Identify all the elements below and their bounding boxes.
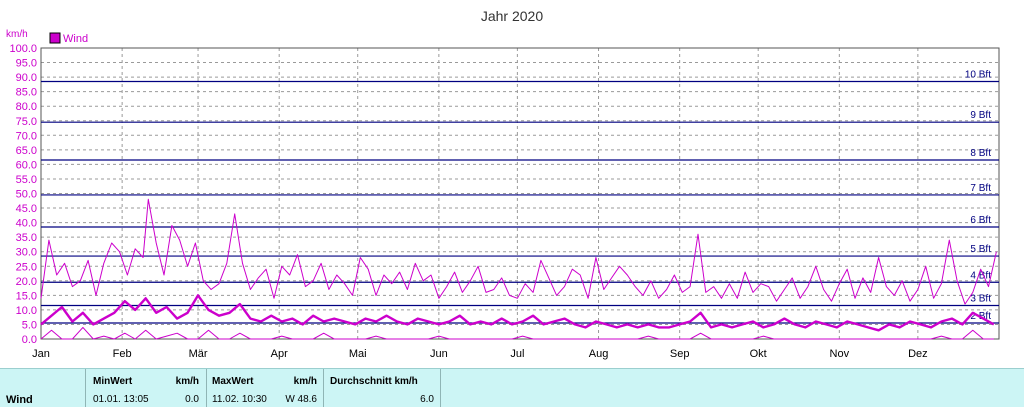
- wind-avg-line: [40, 294, 995, 332]
- x-tick-label: Jan: [32, 348, 50, 360]
- beaufort-label: 6 Bft: [970, 215, 991, 226]
- chart-title: Jahr 2020: [481, 8, 543, 24]
- x-tick-label: Feb: [113, 348, 132, 360]
- wind-min-line: [40, 326, 994, 340]
- x-tick-label: Aug: [589, 348, 609, 360]
- x-tick-label: Mär: [189, 348, 208, 360]
- y-tick-label: 70.0: [16, 130, 37, 142]
- min-datetime: 01.01. 13:05: [93, 394, 149, 405]
- max-header: MaxWert: [212, 376, 254, 387]
- y-tick-label: 90.0: [16, 72, 37, 84]
- y-tick-label: 40.0: [16, 218, 37, 230]
- stats-min-cell: MinWert km/h 01.01. 13:05 0.0: [86, 369, 207, 407]
- y-tick-label: 45.0: [16, 203, 37, 215]
- stats-max-cell: MaxWert km/h 11.02. 10:30 W 48.6: [207, 369, 324, 407]
- x-tick-label: Okt: [750, 348, 767, 360]
- x-tick-label: Mai: [349, 348, 367, 360]
- avg-value: 6.0: [420, 394, 434, 405]
- y-axis-unit: km/h: [6, 29, 28, 40]
- beaufort-label: 10 Bft: [965, 69, 991, 80]
- y-tick-label: 35.0: [16, 232, 37, 244]
- y-tick-label: 15.0: [16, 290, 37, 302]
- y-tick-label: 10.0: [16, 305, 37, 317]
- y-tick-label: 100.0: [9, 43, 37, 55]
- x-tick-label: Apr: [271, 348, 288, 360]
- max-unit: km/h: [293, 376, 317, 387]
- legend-label: Wind: [63, 33, 88, 45]
- y-tick-label: 50.0: [16, 189, 37, 201]
- min-header: MinWert: [93, 376, 133, 387]
- beaufort-label: 3 Bft: [970, 294, 991, 305]
- beaufort-label: 9 Bft: [970, 110, 991, 121]
- y-tick-label: 20.0: [16, 276, 37, 288]
- y-tick-label: 65.0: [16, 145, 37, 157]
- stats-row-label: Wind: [6, 394, 33, 406]
- min-value: 0.0: [185, 394, 199, 405]
- stats-panel: Wind MinWert km/h 01.01. 13:05 0.0 MaxWe…: [0, 368, 1024, 407]
- beaufort-label: 7 Bft: [970, 183, 991, 194]
- plot-frame: [40, 47, 1000, 340]
- x-tick-label: Jul: [510, 348, 524, 360]
- wind-chart: Jahr 2020 km/h Wind 0.0 5.0 10.0 15.0 20.0 25…: [6, 8, 1000, 360]
- y-tick-label: 80.0: [16, 101, 37, 113]
- wind-max-line: [40, 198, 997, 305]
- x-tick-label: Nov: [830, 348, 850, 360]
- beaufort-label: 8 Bft: [970, 148, 991, 159]
- y-tick-label: 5.0: [22, 319, 37, 331]
- y-tick-label: 95.0: [16, 58, 37, 70]
- beaufort-label: 5 Bft: [970, 244, 991, 255]
- y-tick-label: 75.0: [16, 116, 37, 128]
- min-unit: km/h: [175, 376, 199, 387]
- y-tick-label: 0.0: [22, 334, 37, 346]
- y-tick-label: 55.0: [16, 174, 37, 186]
- x-tick-label: Jun: [430, 348, 448, 360]
- stats-row-label-cell: Wind: [0, 369, 86, 407]
- x-tick-label: Sep: [670, 348, 690, 360]
- y-tick-label: 60.0: [16, 159, 37, 171]
- avg-header: Durchschnitt km/h: [330, 376, 418, 387]
- stats-avg-cell: Durchschnitt km/h 6.0: [324, 369, 441, 407]
- max-value: W 48.6: [285, 394, 317, 405]
- max-datetime: 11.02. 10:30: [212, 394, 267, 405]
- x-tick-label: Dez: [908, 348, 928, 360]
- legend-swatch: [49, 32, 61, 44]
- beaufort-label: 4 Bft: [970, 270, 991, 281]
- y-tick-label: 85.0: [16, 87, 37, 99]
- y-tick-label: 30.0: [16, 247, 37, 259]
- y-tick-label: 25.0: [16, 261, 37, 273]
